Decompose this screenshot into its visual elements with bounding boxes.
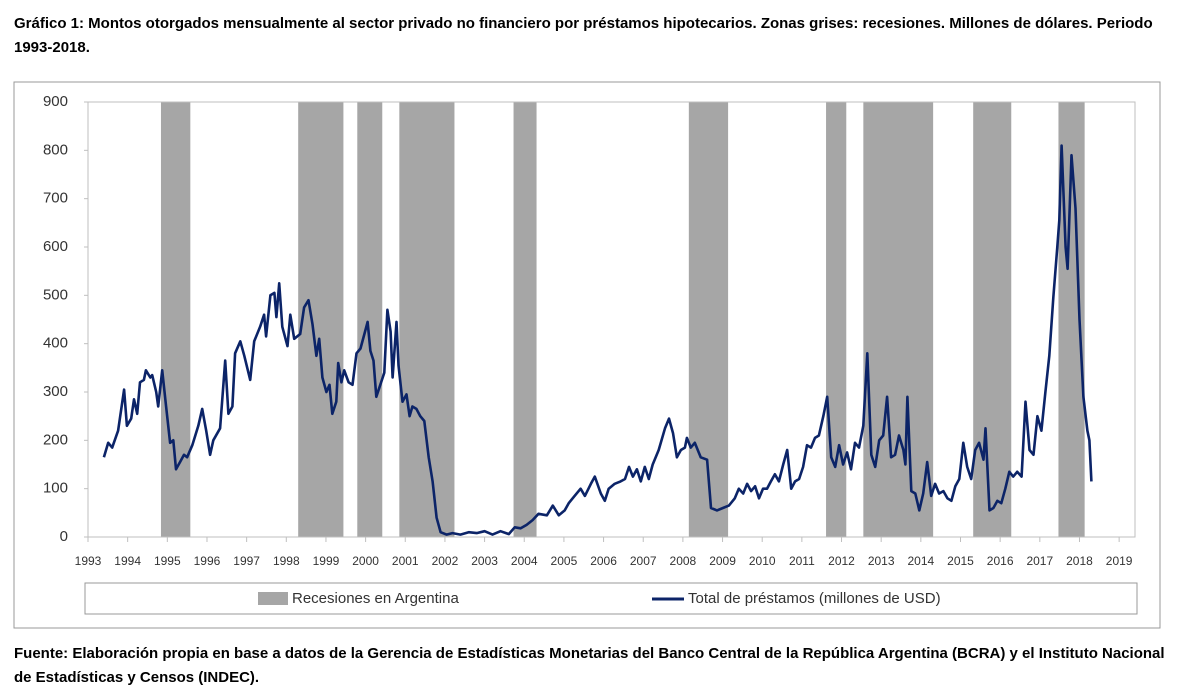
x-tick-label: 1994 (114, 554, 141, 568)
x-tick-label: 2019 (1106, 554, 1133, 568)
y-tick-label: 200 (43, 431, 68, 448)
x-tick-label: 1999 (313, 554, 340, 568)
x-tick-label: 2001 (392, 554, 419, 568)
recession-band (826, 102, 847, 537)
legend-frame (84, 582, 1138, 615)
data-line (102, 144, 1093, 536)
y-tick-label: 900 (43, 93, 68, 110)
x-tick-label: 2015 (947, 554, 974, 568)
x-tick-label: 1996 (194, 554, 221, 568)
recession-band (513, 102, 537, 537)
x-tick-label: 2009 (709, 554, 736, 568)
chart: 0 100 200 300 400 500 600 700 800 900 1993 1994 1995… (13, 81, 1161, 629)
x-tick-label: 2005 (551, 554, 578, 568)
y-tick-label: 400 (43, 335, 68, 352)
x-tick-label: 2000 (352, 554, 379, 568)
x-tick-label: 2004 (511, 554, 538, 568)
x-tick-label: 2013 (868, 554, 895, 568)
x-tick-label: 1993 (75, 554, 102, 568)
x-tick-label: 2006 (590, 554, 617, 568)
x-tick-label: 2011 (789, 554, 815, 568)
chart-frame (13, 81, 1161, 629)
y-tick-label: 300 (43, 383, 68, 400)
x-tick-label: 2007 (630, 554, 657, 568)
x-tick-label: 2018 (1066, 554, 1093, 568)
chart-title: Gráfico 1: Montos otorgados mensualmente… (14, 15, 1153, 56)
recession-band (357, 102, 383, 537)
x-tick-label: 2014 (907, 554, 934, 568)
plot-border (87, 101, 1136, 538)
y-tick-label: 700 (43, 190, 68, 207)
y-tick-label: 100 (43, 480, 68, 497)
recession-band (973, 102, 1012, 537)
legend-swatch (258, 592, 288, 605)
y-tick-label: 600 (43, 238, 68, 255)
x-tick-label: 1997 (233, 554, 260, 568)
x-tick-label: 1995 (154, 554, 181, 568)
y-tick-label: 500 (43, 286, 68, 303)
legend-label: Recesiones en Argentina (292, 590, 459, 607)
x-tick-label: 1998 (273, 554, 300, 568)
x-tick-label: 2012 (828, 554, 855, 568)
recession-band (298, 102, 344, 537)
legend-label: Total de préstamos (millones de USD) (688, 590, 941, 607)
recession-band (863, 102, 934, 537)
x-tick-label: 2003 (471, 554, 498, 568)
x-tick-label: 2016 (987, 554, 1014, 568)
y-tick-label: 0 (60, 528, 68, 545)
x-tick-label: 2008 (670, 554, 697, 568)
y-tick-label: 800 (43, 141, 68, 158)
x-tick-label: 2017 (1026, 554, 1053, 568)
x-tick-label: 2002 (432, 554, 459, 568)
source-note: Fuente: Elaboración propia en base a dat… (14, 645, 1165, 686)
recession-band (399, 102, 455, 537)
recession-band (160, 102, 191, 537)
x-tick-label: 2010 (749, 554, 776, 568)
